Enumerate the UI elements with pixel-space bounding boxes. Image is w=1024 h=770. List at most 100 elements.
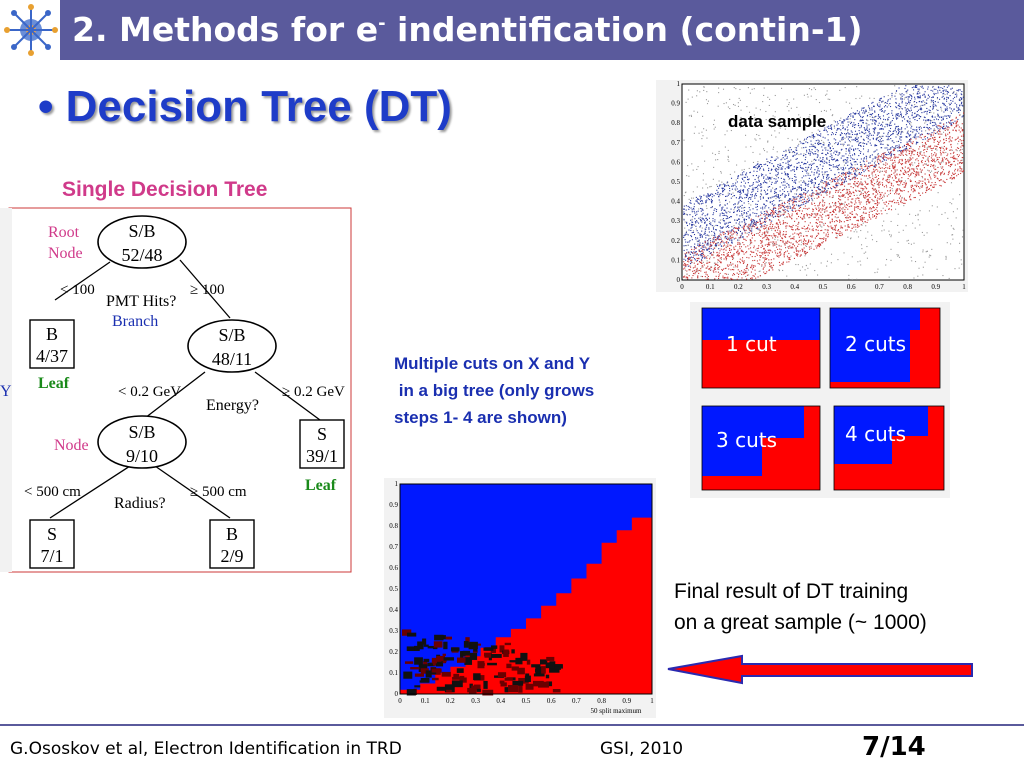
scatter-point <box>789 198 792 200</box>
scatter-point <box>763 180 766 182</box>
scatter-point <box>795 240 797 242</box>
scatter-point <box>935 125 937 127</box>
scatter-point <box>736 232 738 234</box>
scatter-point <box>739 243 742 245</box>
scatter-point <box>803 207 805 209</box>
scatter-point <box>883 158 885 161</box>
scatter-point <box>921 185 923 187</box>
scatter-point <box>854 154 856 156</box>
scatter-point <box>759 231 761 233</box>
scatter-point <box>924 149 926 151</box>
scatter-point <box>855 213 857 215</box>
scatter-point <box>697 269 699 271</box>
scatter-point <box>949 135 951 138</box>
scatter-point <box>703 264 705 266</box>
scatter-point <box>689 266 692 268</box>
edge-label: ≥ 100 <box>190 282 224 298</box>
scatter-point <box>877 132 879 134</box>
scatter-point <box>869 139 871 141</box>
scatter-point <box>811 182 813 184</box>
scatter-point <box>727 222 729 224</box>
scatter-point <box>903 145 905 147</box>
scatter-point <box>730 269 732 271</box>
scatter-point <box>940 125 942 127</box>
scatter-point <box>707 195 709 197</box>
scatter-point <box>784 119 786 122</box>
scatter-point <box>715 229 717 231</box>
scatter-point <box>871 183 873 186</box>
scatter-point <box>860 119 862 121</box>
scatter-point <box>773 206 775 209</box>
scatter-point <box>813 202 816 204</box>
scatter-point <box>891 96 893 98</box>
scatter-point <box>901 163 904 165</box>
scatter-point <box>684 263 686 265</box>
scatter-point <box>839 231 841 233</box>
scatter-point <box>751 228 753 230</box>
scatter-point <box>949 139 951 141</box>
scatter-point <box>740 192 742 194</box>
scatter-point <box>887 132 889 134</box>
scatter-point <box>804 194 807 196</box>
scatter-point <box>826 90 828 92</box>
scatter-point <box>686 222 688 224</box>
scatter-point <box>854 173 857 175</box>
scatter-point <box>916 182 918 184</box>
scatter-point <box>846 171 848 173</box>
scatter-point <box>716 224 719 227</box>
scatter-point <box>924 183 927 185</box>
scatter-point <box>758 134 760 137</box>
scatter-point <box>862 212 864 214</box>
scatter-point <box>894 171 896 173</box>
scatter-point <box>711 225 713 227</box>
scatter-point <box>787 241 789 243</box>
scatter-point <box>706 277 708 279</box>
scatter-point <box>767 254 769 256</box>
scatter-point <box>821 187 824 189</box>
scatter-point <box>728 237 730 239</box>
scatter-point <box>784 187 786 189</box>
scatter-point <box>808 214 810 216</box>
scatter-point <box>750 240 752 242</box>
scatter-point <box>836 165 838 167</box>
scatter-point <box>791 226 793 228</box>
scatter-point <box>867 178 869 180</box>
scatter-point <box>927 159 929 161</box>
scatter-point <box>795 241 797 243</box>
scatter-point <box>778 244 780 246</box>
scatter-point <box>814 205 816 207</box>
scatter-point <box>919 168 921 170</box>
scatter-point <box>889 130 891 132</box>
scatter-point <box>931 132 933 134</box>
scatter-point <box>862 112 864 114</box>
scatter-point <box>916 129 918 131</box>
scatter-point <box>805 208 807 210</box>
scatter-point <box>806 184 808 186</box>
scatter-point <box>946 126 948 128</box>
scatter-point <box>945 163 947 165</box>
scatter-point <box>838 209 841 211</box>
scatter-point <box>728 268 730 270</box>
scatter-point <box>800 232 802 234</box>
scatter-point <box>883 229 885 231</box>
scatter-point <box>747 189 749 191</box>
scatter-point <box>757 247 760 249</box>
scatter-point <box>815 229 817 231</box>
scatter-point <box>806 235 808 237</box>
scatter-point <box>856 167 858 169</box>
scatter-point <box>683 211 685 213</box>
scatter-point <box>879 106 881 108</box>
scatter-point <box>906 154 908 156</box>
scatter-point <box>763 251 765 253</box>
scatter-point <box>827 178 829 180</box>
scatter-point <box>767 249 769 251</box>
scatter-point <box>741 197 743 199</box>
scatter-point <box>752 187 754 189</box>
scatter-point <box>803 198 806 200</box>
scatter-point <box>798 221 800 223</box>
scatter-point <box>820 230 822 232</box>
scatter-point <box>796 228 798 230</box>
scatter-point <box>774 236 777 239</box>
scatter-point <box>740 235 742 237</box>
scatter-point <box>843 182 845 184</box>
